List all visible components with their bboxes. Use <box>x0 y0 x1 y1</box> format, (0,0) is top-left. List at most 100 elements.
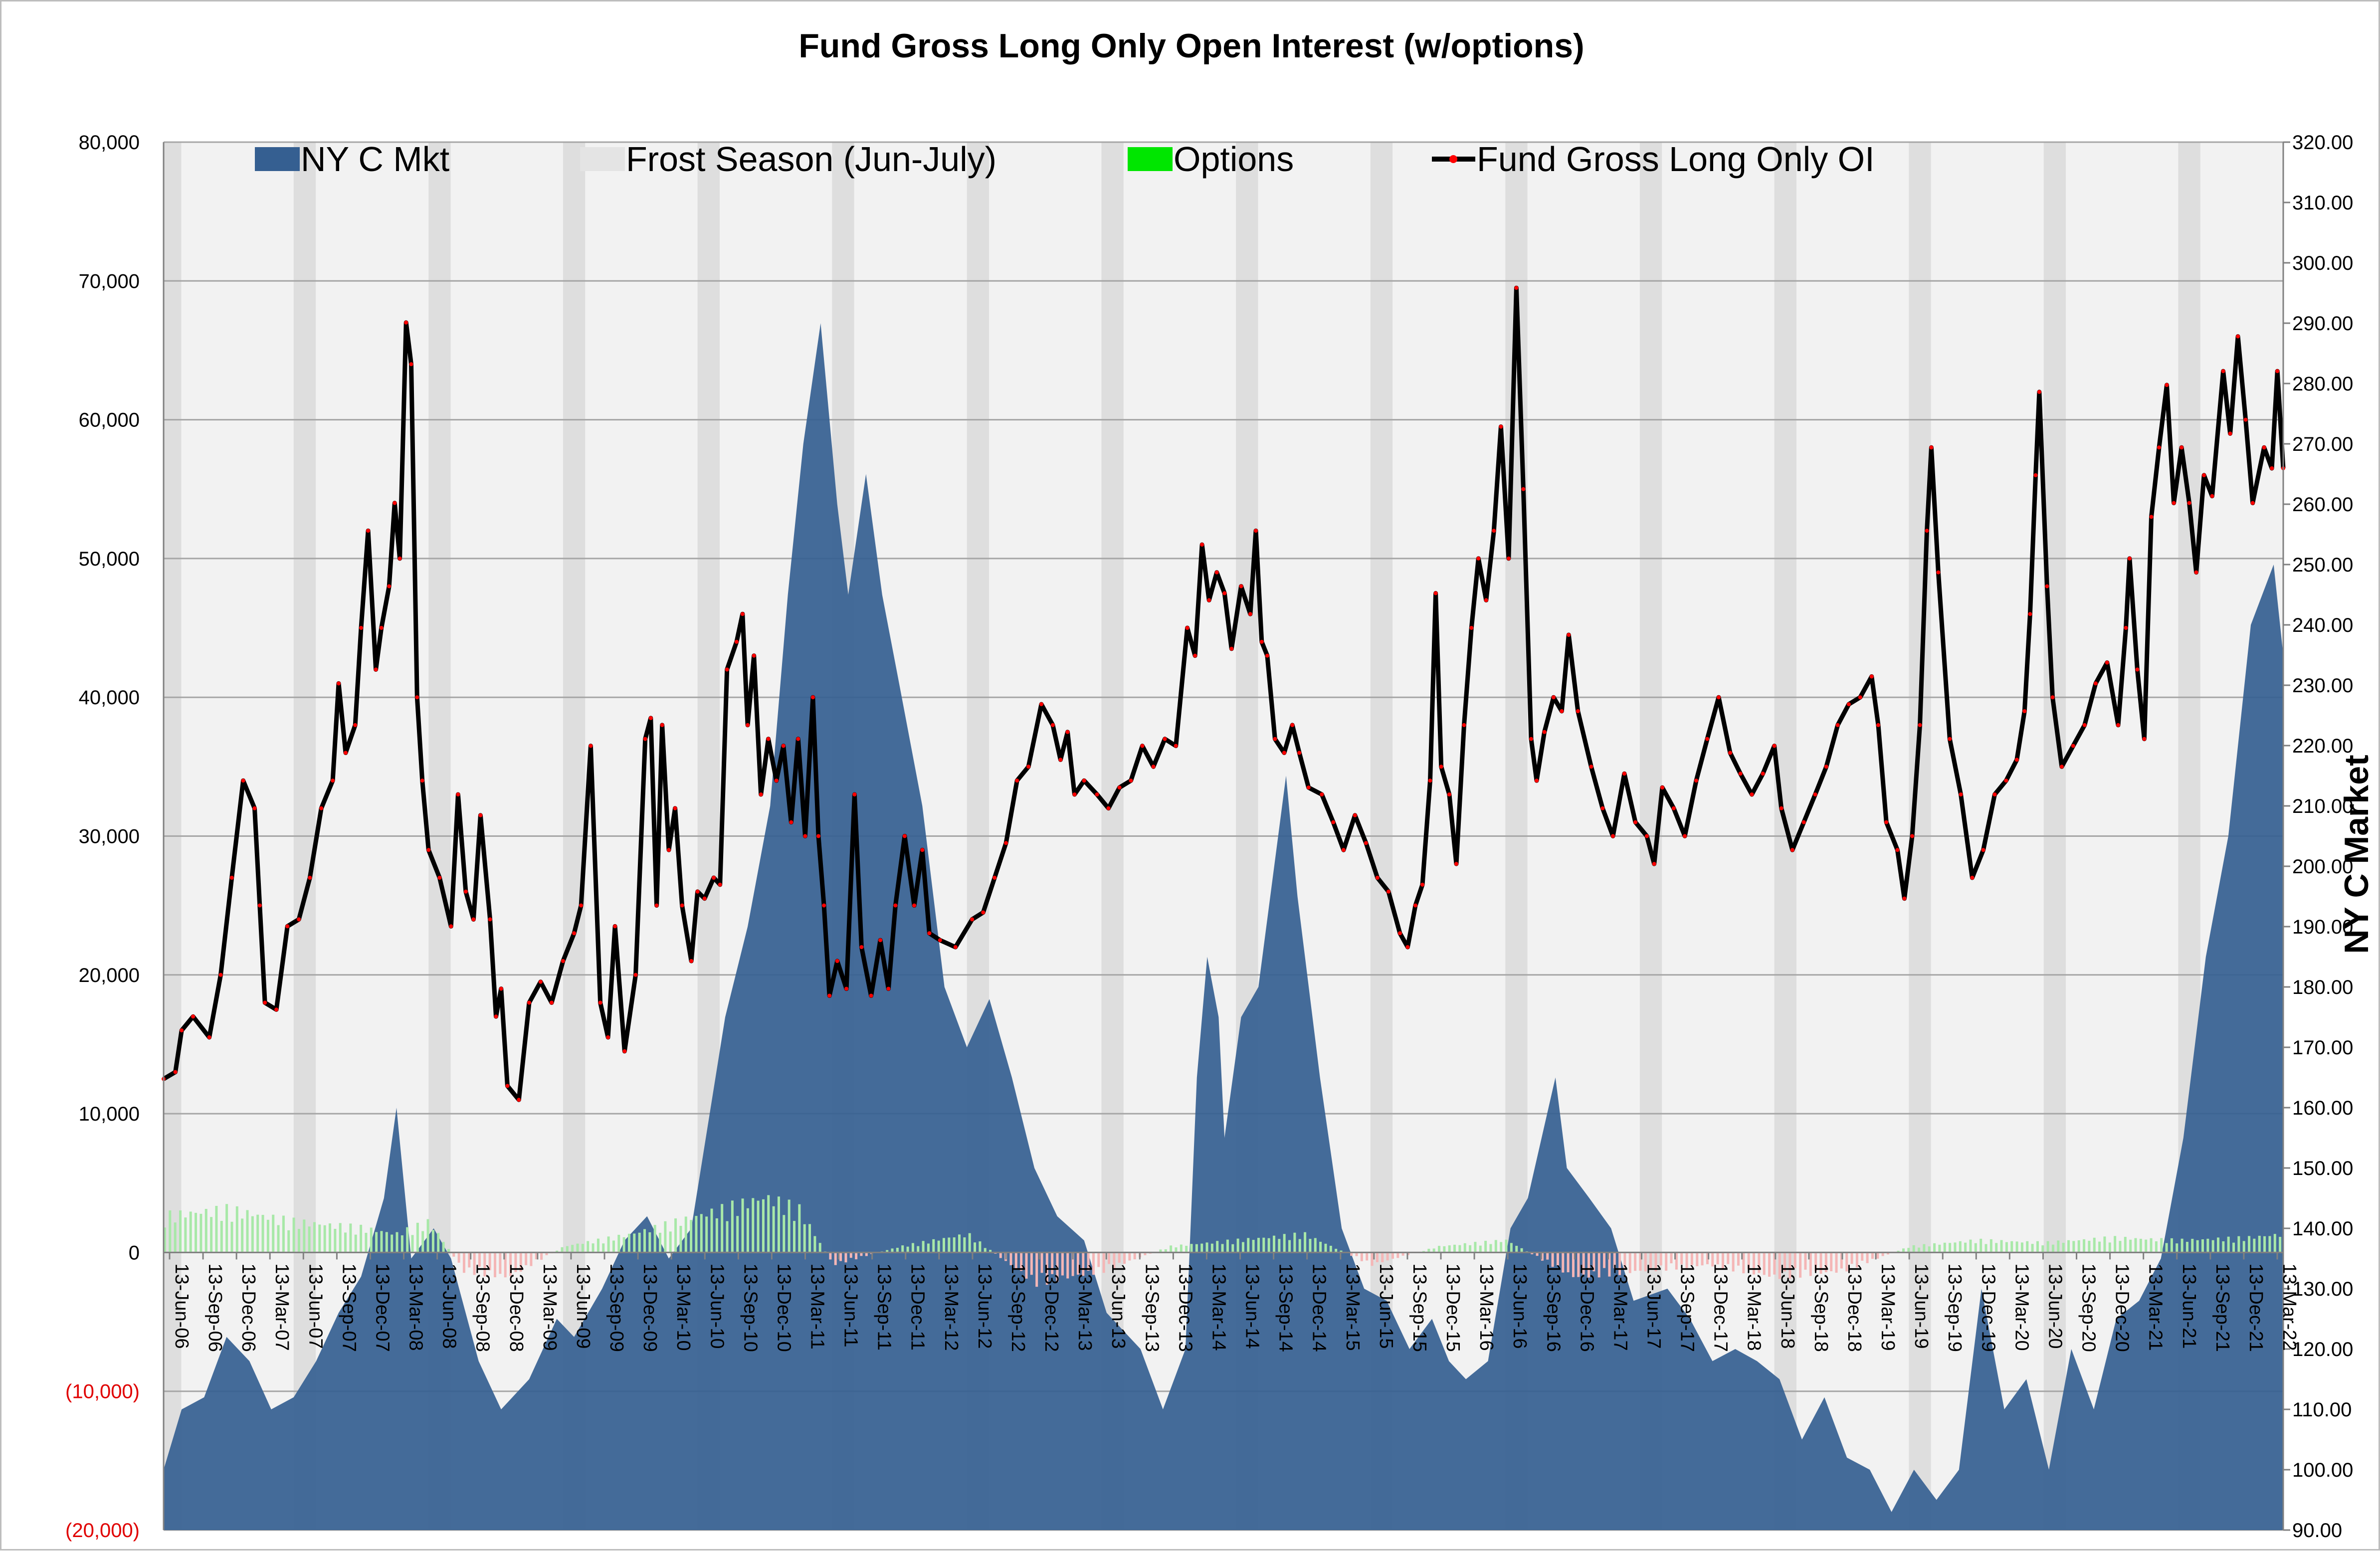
x-tick-label: 13-Sep-13 <box>1141 1263 1162 1352</box>
options-bar <box>349 1223 352 1252</box>
fund-oi-point-214 <box>2051 695 2055 699</box>
options-bar <box>1505 1240 1507 1253</box>
fund-oi-point-118 <box>1193 654 1197 658</box>
options-bar <box>1268 1238 1270 1253</box>
options-bar <box>1319 1242 1322 1252</box>
options-bar <box>850 1252 852 1258</box>
fund-oi-point-151 <box>1469 626 1473 630</box>
fund-oi-point-210 <box>2028 612 2032 616</box>
left-y-tick-label: 50,000 <box>79 548 140 570</box>
right-y-tick-label: 120.00 <box>2292 1339 2353 1360</box>
fund-oi-point-154 <box>1492 529 1496 533</box>
fund-oi-point-169 <box>1622 772 1626 776</box>
options-bar <box>2176 1243 2178 1252</box>
options-bar <box>386 1232 388 1252</box>
x-tick-label: 13-Jun-13 <box>1108 1263 1129 1349</box>
fund-oi-point-238 <box>2251 501 2255 505</box>
fund-oi-point-140 <box>1387 890 1390 894</box>
fund-oi-point-109 <box>1095 792 1099 796</box>
fund-oi-point-69 <box>741 612 745 616</box>
x-tick-label: 13-Sep-12 <box>1007 1263 1028 1352</box>
right-y-tick-label: 260.00 <box>2292 494 2353 516</box>
fund-oi-point-31 <box>426 848 430 852</box>
fund-oi-point-228 <box>2172 501 2176 505</box>
fund-oi-point-85 <box>852 792 856 796</box>
fund-oi-point-37 <box>478 813 482 817</box>
options-bar <box>329 1223 331 1252</box>
x-tick-label: 13-Sep-16 <box>1543 1263 1564 1352</box>
options-bar <box>344 1232 347 1252</box>
fund-oi-point-192 <box>1870 675 1874 679</box>
options-bar <box>901 1245 904 1252</box>
options-bar <box>561 1247 564 1253</box>
fund-oi-point-15 <box>319 806 323 810</box>
fund-oi-point-204 <box>1970 876 1974 880</box>
fund-oi-point-217 <box>2083 723 2087 727</box>
options-bar <box>421 1231 424 1253</box>
options-bar <box>1324 1244 1327 1253</box>
fund-oi-point-167 <box>1600 806 1604 810</box>
fund-oi-point-148 <box>1447 792 1451 796</box>
fund-oi-point-136 <box>1342 848 1346 852</box>
fund-oi-point-33 <box>449 924 453 928</box>
options-bar <box>855 1252 857 1259</box>
options-bar <box>1665 1252 1667 1271</box>
options-bar <box>1453 1245 1456 1253</box>
options-bar <box>308 1226 311 1252</box>
fund-oi-point-14 <box>308 876 312 880</box>
options-bar <box>798 1204 800 1253</box>
options-bar <box>411 1235 414 1252</box>
fund-oi-point-158 <box>1521 487 1525 491</box>
fund-oi-point-89 <box>886 987 890 991</box>
fund-oi-point-150 <box>1462 723 1466 727</box>
x-tick-label: 13-Mar-14 <box>1208 1263 1229 1351</box>
options-bar <box>256 1215 259 1253</box>
right-y-tick-label: 170.00 <box>2292 1037 2353 1059</box>
options-bar <box>742 1198 744 1252</box>
right-y-tick-label: 310.00 <box>2292 192 2353 214</box>
fund-oi-point-224 <box>2142 737 2146 741</box>
fund-oi-point-88 <box>878 938 882 942</box>
fund-oi-point-110 <box>1107 806 1111 810</box>
options-bar <box>788 1199 791 1252</box>
fund-oi-point-181 <box>1750 792 1754 796</box>
options-bar <box>442 1242 445 1252</box>
chart-title: Fund Gross Long Only Open Interest (w/op… <box>798 27 1584 65</box>
options-bar <box>241 1218 243 1252</box>
fund-oi-point-234 <box>2221 369 2225 373</box>
options-bar <box>2124 1237 2127 1252</box>
options-bar <box>1469 1245 1471 1253</box>
fund-oi-point-235 <box>2228 431 2232 435</box>
options-bar <box>2109 1242 2111 1252</box>
fund-oi-point-63 <box>696 890 700 894</box>
fund-oi-point-102 <box>1026 765 1030 769</box>
options-bar <box>1871 1252 1874 1259</box>
fund-oi-point-116 <box>1174 744 1178 748</box>
fund-oi-point-65 <box>712 876 716 880</box>
fund-oi-point-16 <box>331 778 335 782</box>
fund-oi-point-17 <box>337 681 341 685</box>
fund-oi-point-211 <box>2034 473 2038 477</box>
right-y-tick-label: 110.00 <box>2292 1399 2352 1421</box>
fund-oi-point-8 <box>253 806 257 810</box>
fund-oi-point-162 <box>1552 695 1556 699</box>
x-tick-label: 13-Sep-10 <box>740 1263 761 1352</box>
x-tick-label: 13-Jun-17 <box>1643 1263 1664 1349</box>
fund-oi-point-119 <box>1200 543 1204 547</box>
options-bar <box>1861 1252 1863 1261</box>
right-y-tick-label: 150.00 <box>2292 1158 2353 1179</box>
options-bar <box>1283 1234 1286 1252</box>
fund-oi-point-164 <box>1567 633 1571 637</box>
x-tick-label: 13-Mar-13 <box>1074 1263 1095 1351</box>
options-bar <box>1510 1243 1513 1252</box>
x-tick-label: 13-Jun-14 <box>1242 1263 1263 1349</box>
options-bar <box>912 1243 914 1253</box>
options-bar <box>1737 1252 1740 1265</box>
options-bar <box>190 1211 192 1252</box>
options-bar <box>1221 1244 1224 1252</box>
options-bar <box>360 1225 362 1253</box>
options-bar <box>2171 1238 2173 1252</box>
fund-oi-point-126 <box>1254 529 1258 533</box>
fund-oi-point-90 <box>893 904 897 908</box>
fund-oi-point-2 <box>180 1028 184 1032</box>
